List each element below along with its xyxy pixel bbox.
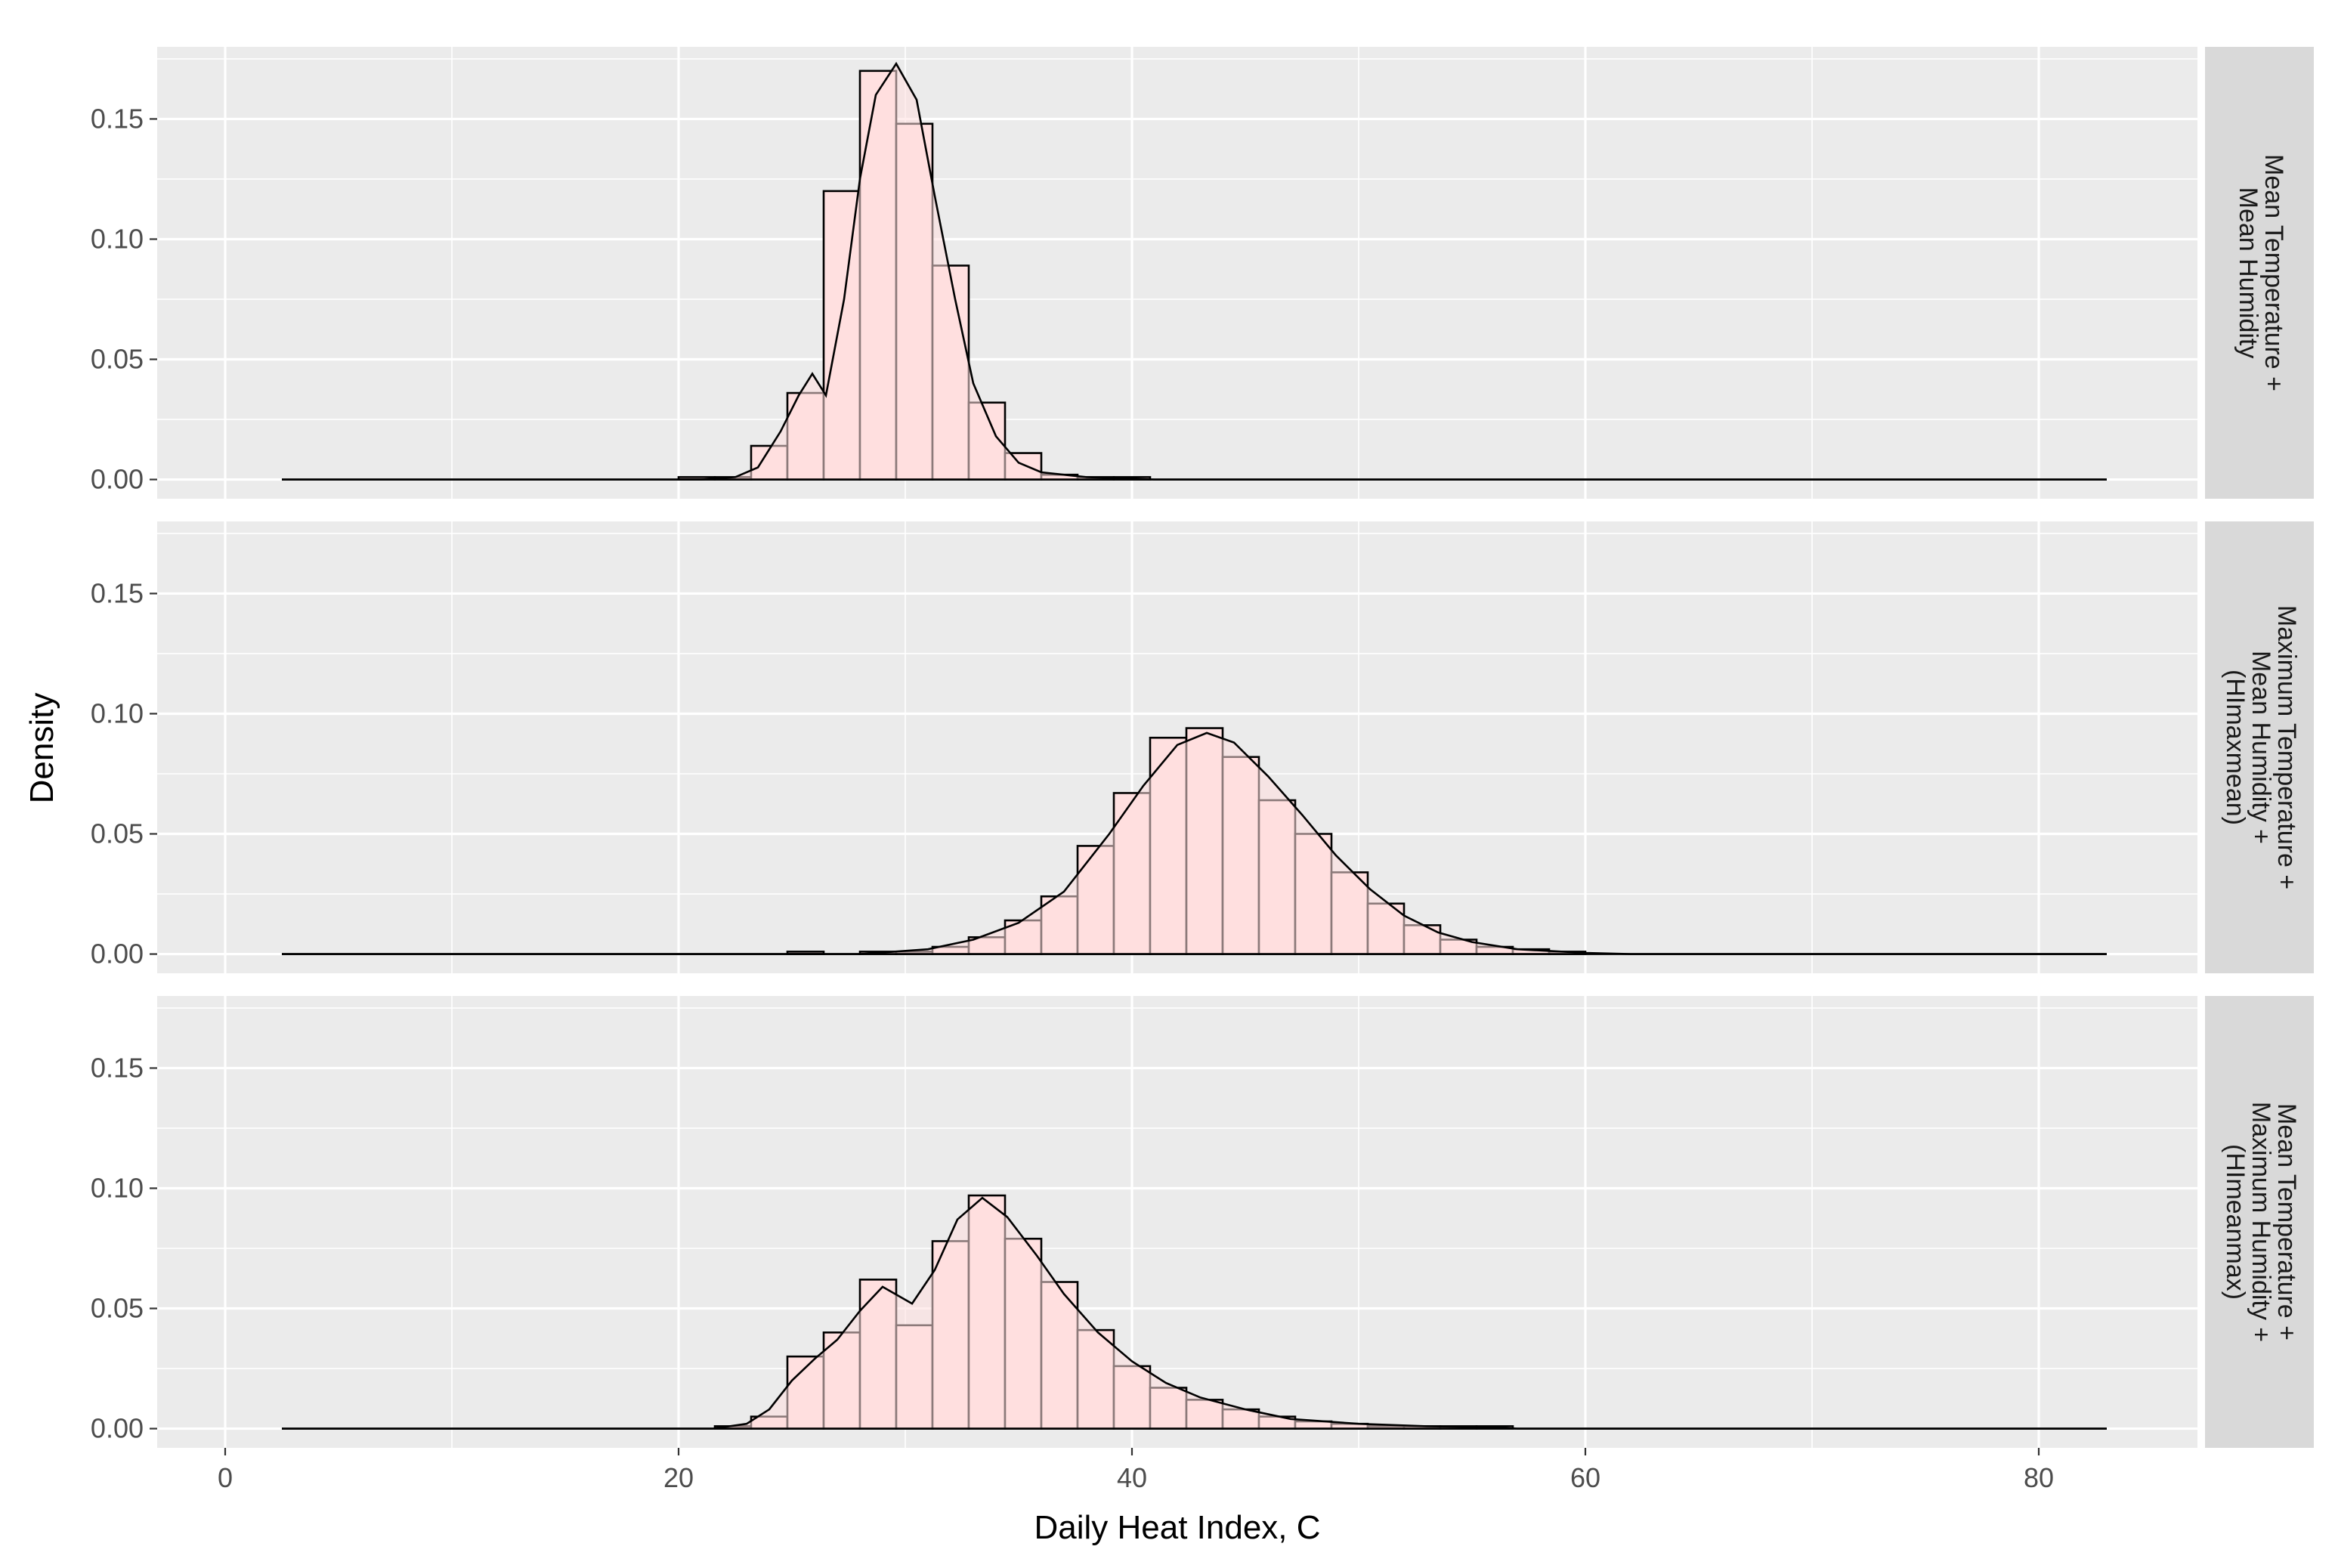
y-tick-label: 0.00	[91, 939, 144, 970]
y-tick-label: 0.10	[91, 223, 144, 254]
strip-label-line: Maximum Humidity +	[2247, 1102, 2275, 1342]
facet-strip: Mean Temperature +Maximum Humidity +(HIm…	[2205, 996, 2314, 1448]
x-tick-label: 0	[218, 1462, 233, 1493]
y-tick-label: 0.15	[91, 103, 144, 134]
strip-label-line: (HImeanmax)	[2221, 1144, 2250, 1300]
density-area	[282, 732, 2107, 954]
x-tick-label: 60	[1570, 1462, 1600, 1493]
y-tick-label: 0.15	[91, 1052, 144, 1083]
strip-background	[2205, 996, 2314, 1448]
x-tick-label: 40	[1117, 1462, 1147, 1493]
x-tick-label: 80	[2024, 1462, 2054, 1493]
density-curve	[282, 61, 2107, 481]
strip-label-line: Maximum Temperature +	[2272, 605, 2301, 889]
y-tick-label: 0.05	[91, 344, 144, 375]
x-axis: 0 20 40 60 80	[218, 1448, 2054, 1493]
y-tick-label: 0.15	[91, 577, 144, 608]
y-axis-title: Density	[23, 693, 60, 804]
y-tick-label: 0.10	[91, 697, 144, 728]
y-tick-label: 0.05	[91, 818, 144, 849]
facet-panel-2: 0.00 0.05 0.10 0.15 Maximum Temperature +Mea…	[91, 521, 2314, 973]
x-axis-title: Daily Heat Index, C	[1034, 1509, 1320, 1546]
facet-panel-1: 0.00 0.05 0.10 0.15 Mean Temperature +Mean H…	[91, 47, 2314, 499]
panel-background	[157, 996, 2197, 1448]
panel-background	[157, 47, 2197, 499]
strip-background	[2205, 47, 2314, 499]
y-tick-label: 0.05	[91, 1293, 144, 1324]
strip-background	[2205, 521, 2314, 973]
x-tick-label: 20	[663, 1462, 694, 1493]
y-tick-label: 0.00	[91, 464, 144, 495]
density-curve	[282, 1196, 2107, 1430]
y-tick-label: 0.00	[91, 1413, 144, 1444]
facet-strip: Maximum Temperature +Mean Humidity +(HIm…	[2205, 521, 2314, 973]
y-tick-label: 0.10	[91, 1172, 144, 1203]
strip-label-line: Mean Humidity +	[2247, 651, 2275, 844]
strip-label-line: Mean Humidity	[2234, 187, 2262, 359]
density-curve	[282, 731, 2107, 955]
strip-label-line: Mean Temperature +	[2272, 1103, 2301, 1341]
strip-label-line: Mean Temperature +	[2259, 154, 2288, 391]
strip-label-line: (HImaxmean)	[2221, 670, 2250, 825]
facet-panel-3: 0.00 0.05 0.10 0.15 Mean Temperature +Maximu…	[91, 996, 2314, 1448]
facet-strip: Mean Temperature +Mean Humidity	[2205, 47, 2314, 499]
